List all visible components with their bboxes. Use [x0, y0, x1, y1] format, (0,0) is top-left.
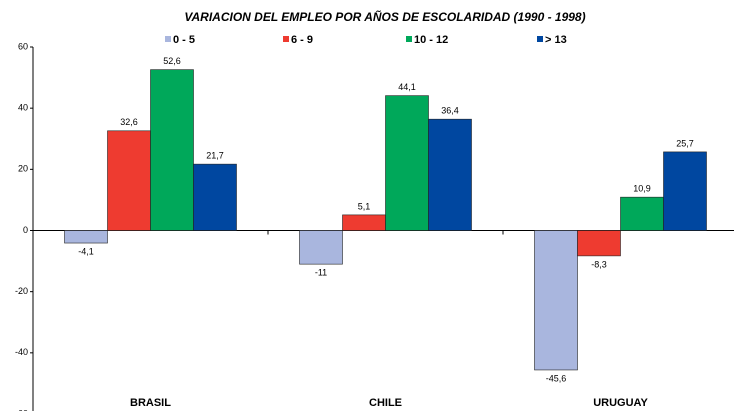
value-label: 25,7 [676, 138, 694, 148]
value-label: 36,4 [441, 106, 459, 116]
value-label: 44,1 [398, 82, 416, 92]
x-tick-label: CHILE [369, 397, 402, 409]
bar [577, 230, 621, 257]
value-label: 52,6 [163, 56, 181, 66]
legend-label: 10 - 12 [414, 34, 448, 46]
value-label: 10,9 [633, 184, 651, 194]
legend-swatch [283, 36, 289, 42]
bar [193, 163, 237, 231]
bar [428, 118, 472, 231]
bar [620, 196, 664, 231]
chart-title: VARIACION DEL EMPLEO POR AÑOS DE ESCOLAR… [184, 9, 585, 24]
value-label: 32,6 [120, 117, 138, 127]
value-label: 21,7 [206, 151, 224, 161]
y-tick-label: -20 [15, 286, 28, 296]
bar [534, 230, 578, 371]
bar [64, 230, 108, 244]
bar [663, 151, 707, 231]
bar [385, 95, 429, 231]
value-label: -45,6 [546, 373, 567, 383]
x-tick-label: URUGUAY [593, 397, 648, 409]
legend-swatch [406, 36, 412, 42]
bar [150, 69, 194, 231]
bar [342, 214, 386, 231]
x-tick-label: BRASIL [130, 397, 171, 409]
value-label: -4,1 [78, 246, 94, 256]
y-tick-label: 20 [18, 164, 28, 174]
bar [299, 230, 343, 265]
legend-label: 6 - 9 [291, 34, 313, 46]
value-label: 5,1 [358, 201, 371, 211]
legend-swatch [165, 36, 171, 42]
legend-label: > 13 [545, 34, 567, 46]
legend-swatch [537, 36, 543, 42]
y-tick-label: -60 [15, 408, 28, 411]
y-tick-label: -40 [15, 347, 28, 357]
y-tick-label: 60 [18, 41, 28, 51]
legend-label: 0 - 5 [173, 34, 195, 46]
y-tick-label: 0 [23, 225, 28, 235]
value-label: -8,3 [591, 259, 607, 269]
value-label: -11 [315, 268, 327, 278]
bar [107, 130, 151, 231]
y-tick-label: 40 [18, 103, 28, 113]
